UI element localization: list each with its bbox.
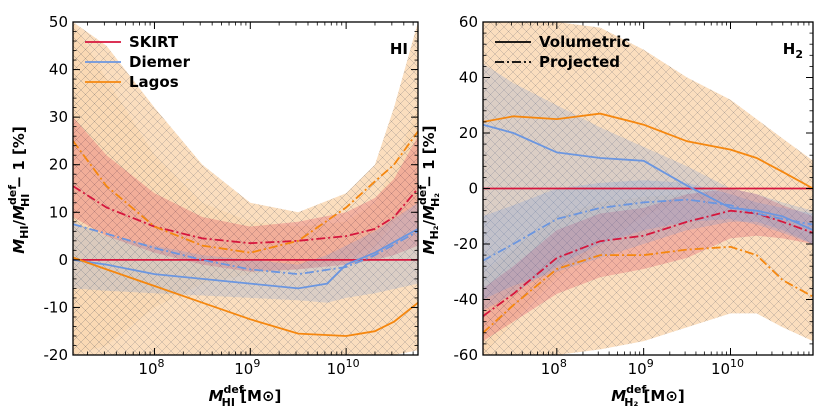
series-lagos-dashdot <box>73 130 418 254</box>
y-tick-label: 40 <box>459 69 478 87</box>
y-tick-label: -10 <box>44 298 69 316</box>
y-tick-label: -20 <box>454 235 479 253</box>
legend: SKIRT Diemer Lagos <box>85 33 191 91</box>
axes-frame <box>72 21 419 356</box>
plot-area <box>483 22 813 355</box>
series-skirt-dashdot <box>483 209 813 317</box>
series-diemer-dashdot <box>73 223 418 276</box>
y-tick-label: -40 <box>454 291 479 309</box>
x-axis-label: Mdef HI [M⊙] <box>209 383 282 409</box>
y-tick-label: 60 <box>459 13 478 31</box>
panel-tag: HI <box>390 40 408 58</box>
band-lagos-dashdot <box>483 194 813 355</box>
y-tick-label: 30 <box>49 108 68 126</box>
y-axis-label: MHI/MdefHI − 1 [%] <box>6 126 32 254</box>
panel-h2: -60 -40 -20 0 20 40 60 108 109 1010 Mdef H₂ [M⊙] MH₂… <box>416 13 814 409</box>
band-skirt-dashdot <box>73 117 418 272</box>
series-lagos-solid <box>73 256 418 337</box>
band-skirt-dashdot <box>483 188 813 342</box>
x-tick-label: 109 <box>628 357 654 378</box>
x-tick-label: 108 <box>541 357 567 378</box>
y-tick-label: 40 <box>49 61 68 79</box>
series-skirt-dashdot <box>73 185 418 245</box>
band-diemer-solid <box>483 63 813 300</box>
panel-tag: H2 <box>783 40 803 61</box>
y-tick-label: 50 <box>49 13 68 31</box>
y-tick-label: 0 <box>58 251 68 269</box>
y-tick-label: -20 <box>44 346 69 364</box>
series-lagos-solid <box>483 112 813 190</box>
band-lagos-dashdot <box>73 22 418 355</box>
legend-label: Lagos <box>129 73 179 91</box>
legend-label: Diemer <box>129 53 191 71</box>
legend-label: Projected <box>539 53 620 71</box>
legend-label: SKIRT <box>129 33 179 51</box>
series-diemer-solid <box>483 123 813 231</box>
x-tick-label: 108 <box>138 357 164 378</box>
x-axis-label: Mdef H₂ [M⊙] <box>611 383 685 409</box>
x-tick-label: 1010 <box>711 357 744 378</box>
band-diemer-dashdot <box>483 180 813 311</box>
x-tick-label: 109 <box>234 357 260 378</box>
y-tick-label: 20 <box>459 124 478 142</box>
y-axis-label: MH₂/MdefH₂ − 1 [%] <box>416 126 442 255</box>
series-lagos-dashdot <box>483 245 813 334</box>
y-tick-label: -60 <box>454 346 479 364</box>
x-tick-label: 1010 <box>327 357 360 378</box>
plot-area <box>73 22 418 355</box>
y-tick-label: 10 <box>49 203 68 221</box>
legend-label: Volumetric <box>539 33 630 51</box>
y-tick-label: 20 <box>49 156 68 174</box>
y-tick-label: 0 <box>468 180 478 198</box>
panel-hi: -20 -10 0 10 20 30 40 50 108 109 1010 Mdef HI [M⊙] MH… <box>6 13 419 409</box>
legend: Volumetric Projected <box>495 33 630 71</box>
series-diemer-solid <box>73 228 418 290</box>
series-diemer-dashdot <box>483 198 813 262</box>
